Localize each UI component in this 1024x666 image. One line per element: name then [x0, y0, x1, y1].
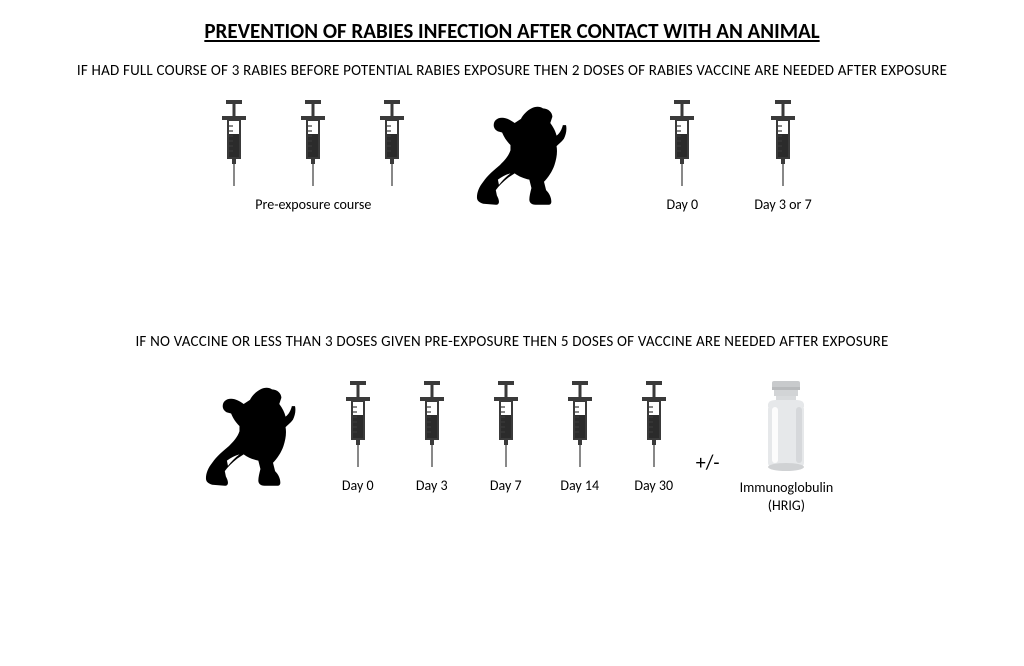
dose-day3or7: Day 3 or 7 — [754, 100, 811, 213]
dose-label: Day 3 — [416, 477, 448, 494]
syringe-icon — [632, 381, 676, 469]
syringe-icon — [761, 100, 805, 188]
dog-icon — [191, 381, 311, 491]
hrig-label: Immunoglobulin (HRIG) — [740, 479, 834, 515]
dose-label: Day 7 — [490, 477, 522, 494]
hrig-label-line1: Immunoglobulin — [740, 479, 834, 496]
syringe-icon — [410, 381, 454, 469]
dose-day7: Day 7 — [484, 381, 528, 494]
scenario1-text: IF HAD FULL COURSE OF 3 RABIES BEFORE PO… — [0, 62, 1024, 80]
dose-label: Day 0 — [342, 477, 374, 494]
dose-label: Day 0 — [666, 196, 698, 213]
dog-icon — [462, 100, 582, 210]
hrig-group: Immunoglobulin (HRIG) — [740, 381, 834, 515]
page-title: PREVENTION OF RABIES INFECTION AFTER CON… — [0, 0, 1024, 44]
syringe-icon — [660, 100, 704, 188]
syringe-icon — [336, 381, 380, 469]
pre-exposure-label: Pre-exposure course — [255, 196, 371, 213]
pre-exposure-group: Pre-exposure course — [212, 100, 414, 213]
scenario1-row: Pre-exposure course Day 0 Day 3 or 7 — [0, 100, 1024, 213]
scenario2-row: Day 0 Day 3 Day 7 Day 14 Day 30 +/- Immu… — [0, 381, 1024, 515]
syringe-icon — [370, 100, 414, 188]
dose-label: Day 14 — [560, 477, 599, 494]
scenario2-text: IF NO VACCINE OR LESS THAN 3 DOSES GIVEN… — [0, 333, 1024, 351]
dose-label: Day 30 — [634, 477, 673, 494]
syringe-icon — [484, 381, 528, 469]
syringe-icon — [212, 100, 256, 188]
dose-day3: Day 3 — [410, 381, 454, 494]
dose-day0: Day 0 — [660, 100, 704, 213]
post-exposure-group-1: Day 0 Day 3 or 7 — [660, 100, 811, 213]
dose-day30: Day 30 — [632, 381, 676, 494]
hrig-label-line2: (HRIG) — [768, 497, 805, 514]
dose-day14: Day 14 — [558, 381, 602, 494]
post-exposure-group-2: Day 0 Day 3 Day 7 Day 14 Day 30 — [336, 381, 676, 494]
syringe-icon — [291, 100, 335, 188]
plus-minus: +/- — [696, 421, 720, 475]
syringe-icon — [558, 381, 602, 469]
dose-day0: Day 0 — [336, 381, 380, 494]
dose-label: Day 3 or 7 — [754, 196, 811, 213]
vial-icon — [758, 381, 814, 473]
